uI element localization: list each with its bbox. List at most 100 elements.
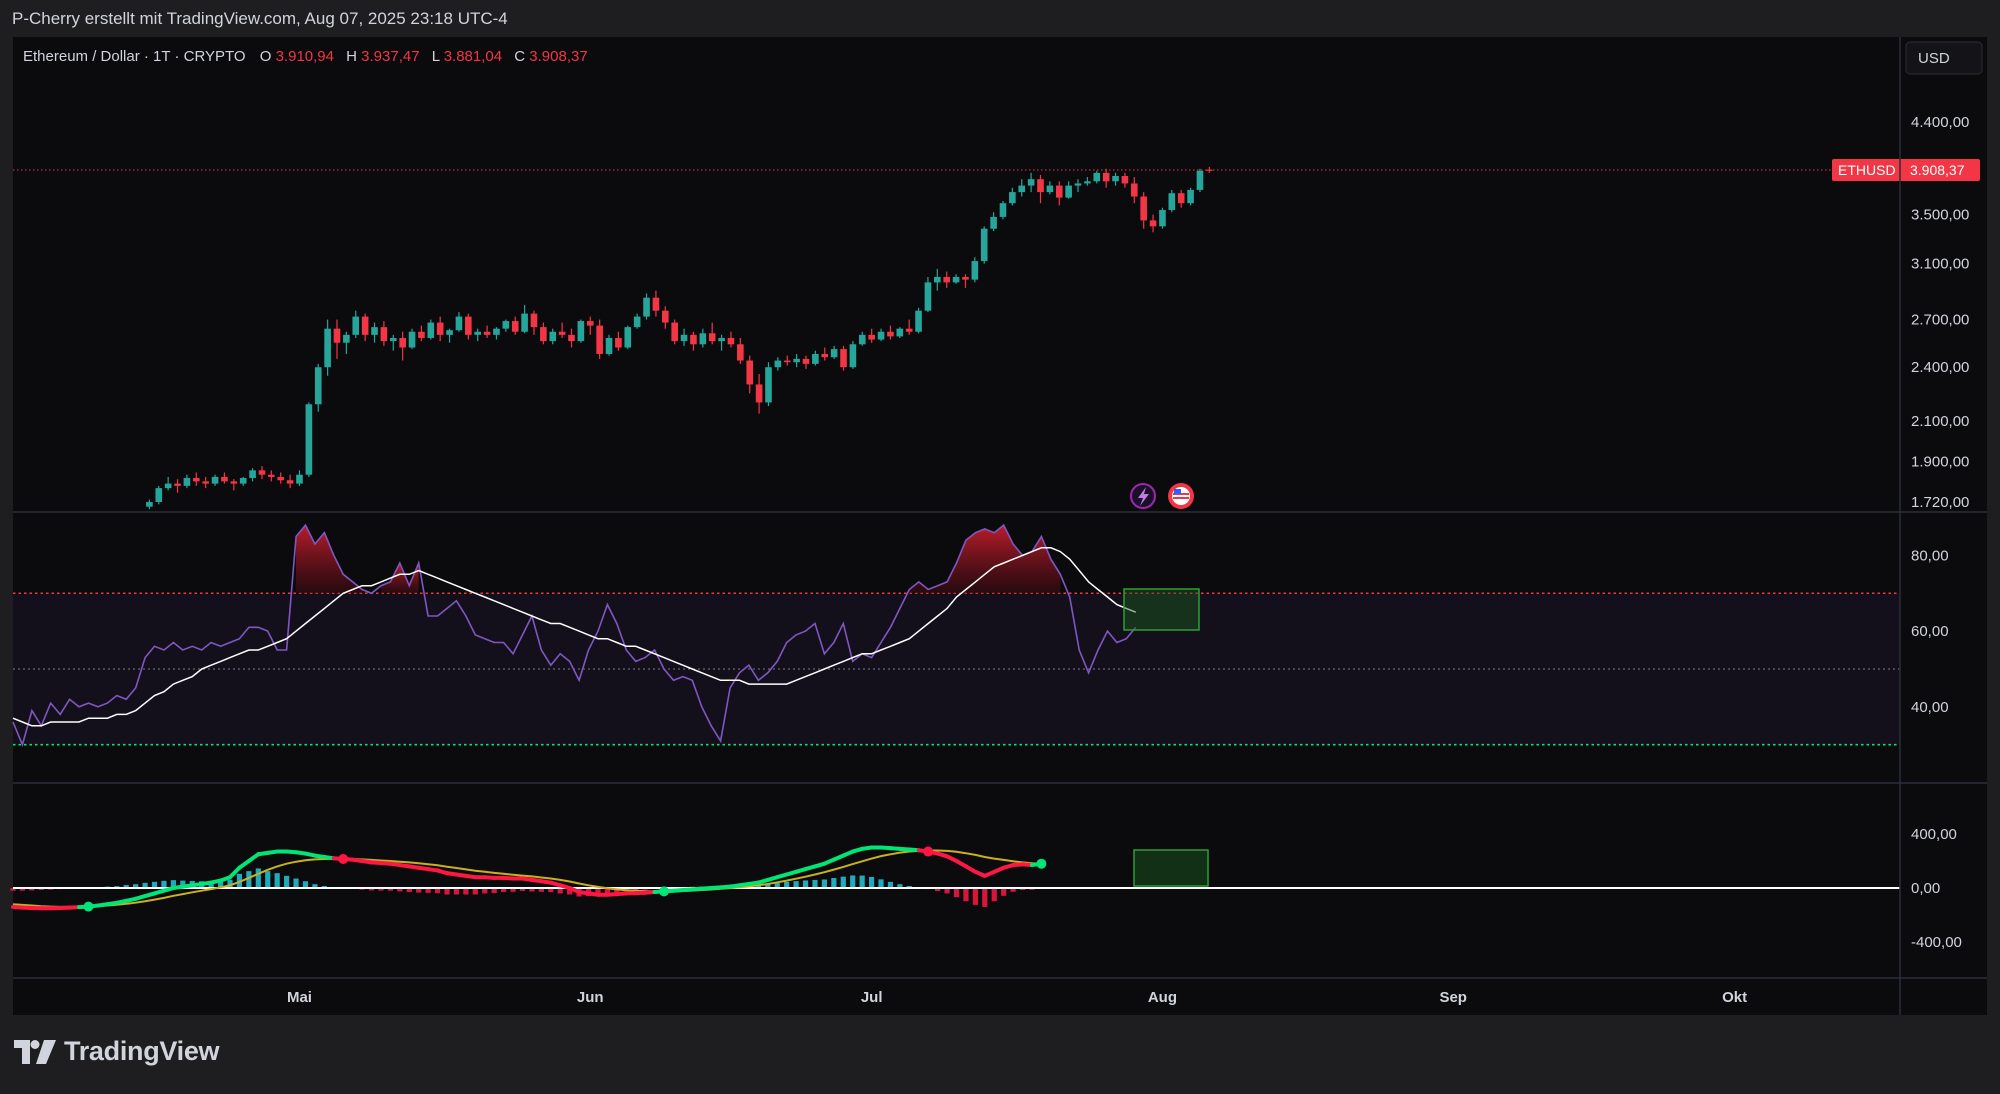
- candle[interactable]: [952, 274, 960, 284]
- candle[interactable]: [249, 468, 256, 482]
- candle[interactable]: [1037, 174, 1044, 204]
- candle[interactable]: [296, 470, 303, 486]
- candle[interactable]: [633, 313, 641, 329]
- candle[interactable]: [971, 257, 979, 283]
- candle[interactable]: [1177, 189, 1185, 208]
- candle[interactable]: [511, 316, 519, 335]
- candle[interactable]: [624, 325, 632, 350]
- candle[interactable]: [174, 479, 181, 493]
- candle[interactable]: [802, 355, 810, 369]
- candle[interactable]: [465, 313, 472, 340]
- candle[interactable]: [530, 310, 538, 335]
- candle[interactable]: [1187, 187, 1194, 206]
- candle[interactable]: [230, 479, 238, 491]
- candle[interactable]: [455, 312, 463, 332]
- candle[interactable]: [286, 474, 294, 489]
- candle[interactable]: [980, 226, 988, 264]
- macd-cross-dot[interactable]: [338, 853, 349, 864]
- candle[interactable]: [239, 476, 247, 486]
- candle[interactable]: [164, 476, 172, 491]
- candle[interactable]: [652, 290, 660, 317]
- candle[interactable]: [1065, 181, 1072, 199]
- candle[interactable]: [1159, 207, 1166, 229]
- candle[interactable]: [605, 334, 613, 356]
- candle[interactable]: [380, 321, 388, 346]
- candle[interactable]: [1168, 189, 1176, 213]
- candle[interactable]: [915, 307, 922, 334]
- candle[interactable]: [783, 355, 791, 366]
- candle[interactable]: [474, 328, 481, 342]
- currency-button[interactable]: USD: [1905, 41, 1983, 75]
- rsi-highlight-box[interactable]: [1123, 588, 1200, 631]
- y-axis-labels[interactable]: 4.400,00 3.500,00 3.100,00 2.700,00 2.400,00…: [1911, 114, 1969, 951]
- candle[interactable]: [962, 274, 969, 288]
- candle[interactable]: [896, 327, 904, 338]
- candle[interactable]: [887, 325, 894, 340]
- candle[interactable]: [277, 472, 285, 484]
- candle[interactable]: [868, 328, 875, 343]
- candle[interactable]: [324, 319, 331, 376]
- candle[interactable]: [427, 319, 435, 340]
- price-tag[interactable]: ETHUSD 3.908,37: [1832, 158, 1980, 181]
- candle[interactable]: [708, 322, 716, 345]
- candle[interactable]: [1074, 179, 1082, 193]
- candle[interactable]: [858, 331, 866, 346]
- price-pane[interactable]: ETHUSD 3.908,37: [13, 158, 1980, 510]
- candle[interactable]: [934, 268, 941, 291]
- us-flag-icon[interactable]: [1168, 483, 1194, 509]
- rsi-line[interactable]: [12, 523, 1137, 748]
- candle[interactable]: [765, 362, 772, 407]
- candle[interactable]: [662, 306, 669, 329]
- candle[interactable]: [221, 472, 228, 484]
- candle[interactable]: [793, 353, 800, 368]
- candle[interactable]: [352, 310, 360, 338]
- candle[interactable]: [399, 331, 406, 361]
- candle[interactable]: [924, 276, 932, 313]
- rsi-pane[interactable]: [12, 523, 1900, 748]
- candle[interactable]: [680, 328, 688, 346]
- candle[interactable]: [446, 328, 453, 343]
- candle[interactable]: [1018, 179, 1026, 197]
- candle[interactable]: [568, 328, 575, 348]
- candle[interactable]: [1102, 168, 1110, 188]
- candle[interactable]: [596, 319, 603, 359]
- candle[interactable]: [586, 316, 594, 335]
- macd-cross-dot[interactable]: [83, 901, 94, 912]
- candle[interactable]: [1093, 170, 1101, 184]
- macd-signal-line[interactable]: [12, 849, 1042, 908]
- candle[interactable]: [1027, 172, 1035, 193]
- candle[interactable]: [146, 499, 153, 510]
- candle[interactable]: [1196, 168, 1204, 193]
- candle[interactable]: [999, 200, 1007, 220]
- lightning-icon[interactable]: [1130, 483, 1156, 509]
- candle[interactable]: [643, 293, 650, 320]
- candle[interactable]: [737, 337, 744, 364]
- candle[interactable]: [1149, 214, 1157, 233]
- candle[interactable]: [840, 345, 847, 371]
- candle[interactable]: [521, 304, 528, 334]
- candle[interactable]: [577, 319, 585, 343]
- candle[interactable]: [333, 319, 341, 359]
- candle[interactable]: [314, 363, 322, 412]
- candle[interactable]: [849, 341, 857, 369]
- candle[interactable]: [418, 325, 425, 342]
- candle[interactable]: [615, 331, 622, 351]
- candle[interactable]: [727, 331, 735, 348]
- candle[interactable]: [943, 271, 950, 288]
- candle[interactable]: [408, 328, 416, 350]
- candle[interactable]: [389, 334, 397, 351]
- candle[interactable]: [699, 328, 707, 348]
- candle[interactable]: [343, 331, 350, 354]
- macd-cross-dot[interactable]: [923, 846, 934, 857]
- candle[interactable]: [483, 325, 491, 338]
- candle[interactable]: [1206, 166, 1213, 173]
- macd-cross-dot[interactable]: [1036, 858, 1047, 869]
- candle[interactable]: [830, 345, 838, 359]
- candle[interactable]: [821, 347, 829, 361]
- candle[interactable]: [1121, 172, 1129, 188]
- candle[interactable]: [755, 374, 763, 414]
- candle[interactable]: [1131, 177, 1138, 204]
- candle[interactable]: [493, 327, 500, 340]
- footer-logo[interactable]: TradingView: [14, 1036, 220, 1067]
